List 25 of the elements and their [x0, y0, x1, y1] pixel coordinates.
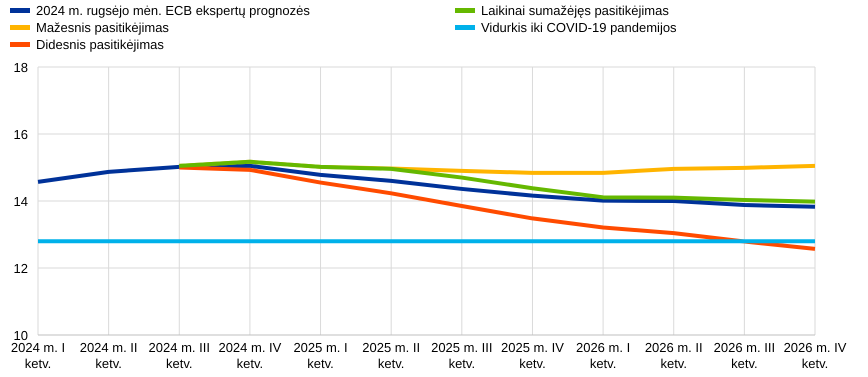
x-tick-label: 2026 m. III ketv.: [714, 340, 776, 371]
y-tick-label: 14: [14, 194, 28, 209]
legend-label: Vidurkis iki COVID-19 pandemijos: [481, 20, 678, 35]
x-tick-label: 2026 m. IV ketv.: [784, 340, 847, 371]
legend-label: Laikinai sumažėjęs pasitikėjimas: [481, 3, 670, 18]
x-tick-label: 2026 m. I ketv.: [576, 340, 630, 371]
x-tick-label: 2025 m. III ketv.: [431, 340, 493, 371]
x-tick-label: 2025 m. I ketv.: [293, 340, 348, 371]
legend-label: Didesnis pasitikėjimas: [36, 37, 164, 52]
y-tick-label: 16: [14, 127, 28, 142]
x-tick-label: 2024 m. IV ketv.: [218, 340, 282, 371]
x-tick-label: 2025 m. II ketv.: [362, 340, 420, 371]
x-tick-label: 2025 m. IV ketv.: [501, 340, 564, 371]
y-tick-label: 18: [14, 60, 28, 75]
line-series: [177, 160, 817, 204]
x-tick-label: 2026 m. II ketv.: [644, 340, 703, 371]
y-tick-label: 12: [14, 261, 28, 276]
legend-label: Mažesnis pasitikėjimas: [36, 20, 170, 35]
legend-label: 2024 m. rugsėjo mėn. ECB ekspertų prognozės: [36, 3, 310, 18]
x-tick-label: 2024 m. I ketv.: [10, 340, 66, 371]
line-series: [36, 164, 817, 209]
x-tick-label: 2024 m. II ketv.: [80, 340, 138, 371]
line-series: [177, 166, 817, 251]
x-tick-label: 2024 m. III ketv.: [148, 340, 210, 371]
y-tick-label: 10: [14, 328, 28, 343]
